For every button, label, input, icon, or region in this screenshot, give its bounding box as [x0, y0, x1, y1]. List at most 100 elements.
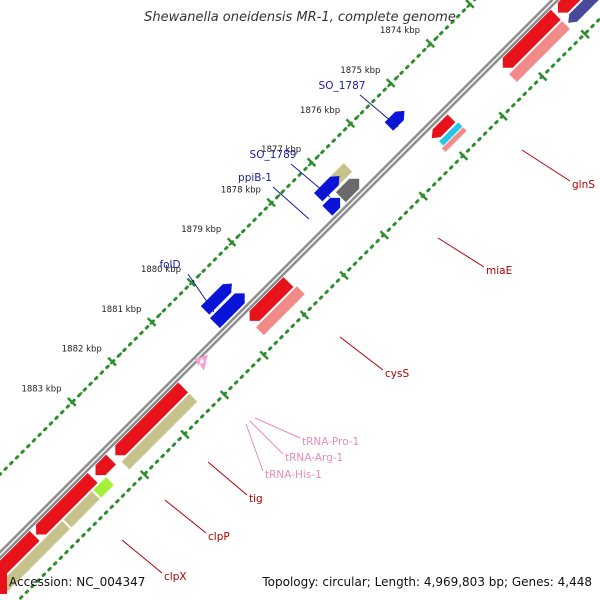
minor-tick [347, 124, 351, 128]
tick-mark [465, 0, 475, 9]
accession-text: Accession: NC_004347 [9, 575, 146, 589]
minor-tick [89, 381, 93, 385]
tick-mark [266, 197, 276, 208]
upstream-gene-bar [568, 0, 599, 23]
gene-label-fold: folD [159, 259, 180, 271]
minor-tick [149, 322, 153, 326]
tick-mark [418, 191, 428, 201]
minor-tick [119, 352, 123, 355]
tick-mark [139, 469, 150, 480]
tick-mark [180, 429, 190, 440]
legend-swatch [0, 572, 7, 594]
fold-second-arrow [200, 283, 232, 315]
gene-label-ppib-1: ppiB-1 [238, 172, 272, 184]
ppib-cds-arrow [322, 197, 341, 216]
tick-marks [50, 0, 590, 480]
minor-tick [228, 243, 232, 246]
tick-label: 1875 kbp [340, 66, 380, 76]
map-title: Shewanella oneidensis MR-1, complete gen… [144, 10, 456, 25]
minor-tick [159, 312, 162, 316]
minor-tick [178, 292, 182, 296]
minor-tick [208, 262, 212, 266]
minor-tick [366, 104, 370, 108]
minor-tick [188, 282, 192, 286]
minor-tick [60, 411, 63, 415]
leader-line [437, 237, 485, 268]
minor-tick [198, 272, 202, 276]
minor-tick [426, 45, 430, 49]
leader-line [521, 149, 571, 182]
tick-label: 1882 kbp [62, 344, 102, 354]
tick-label: 1874 kbp [380, 26, 420, 36]
tick-mark [219, 390, 230, 400]
minor-tick [99, 371, 103, 375]
gene-label-clpp: clpP [208, 531, 230, 543]
clpp-cds-arrow [95, 454, 116, 476]
minor-tick [416, 55, 420, 58]
tick-mark [345, 118, 356, 129]
leader-line [164, 499, 207, 534]
tick-mark [339, 270, 349, 281]
minor-tick [109, 361, 113, 365]
minor-tick [456, 15, 459, 19]
minor-tick [386, 84, 390, 88]
downstream-cds-arrow [0, 531, 40, 577]
leader-line [290, 163, 331, 198]
tick-mark [498, 111, 508, 122]
tick-mark [537, 71, 548, 82]
gene-label-trna-his-1: tRNA-His-1 [265, 469, 322, 481]
leader-line [359, 94, 399, 128]
minor-tick [446, 25, 450, 29]
minor-tick [218, 253, 222, 256]
gene-label-trna-pro-1: tRNA-Pro-1 [302, 436, 359, 448]
leader-line [207, 461, 248, 496]
trna-chevron [199, 361, 207, 371]
tick-mark [379, 230, 390, 240]
minor-tick [317, 154, 321, 157]
tick-mark [580, 29, 590, 39]
tick-mark [146, 317, 157, 327]
miae-gene-bar [441, 127, 467, 152]
tig-cds-arrow [115, 382, 189, 456]
gene-label-trna-arg-1: tRNA-Arg-1 [285, 452, 343, 464]
leader-line [121, 539, 163, 574]
tick-label: 1881 kbp [101, 305, 141, 315]
gene-label-glns: glnS [572, 179, 595, 191]
tick-mark [299, 310, 310, 320]
tick-mark [107, 356, 117, 367]
clpp-lime-bar [93, 477, 114, 498]
tick-label: 1879 kbp [181, 225, 221, 235]
minor-tick [406, 64, 410, 68]
minor-tick [267, 203, 271, 207]
minor-tick [465, 5, 469, 9]
minor-tick [297, 173, 301, 177]
clpx-cds-arrow [36, 473, 98, 535]
minor-tick [357, 114, 360, 118]
trna-chevron [194, 357, 202, 366]
leader-line [254, 417, 301, 439]
tick-mark [259, 350, 269, 361]
leader-line [272, 186, 310, 220]
cyss-cds-arrow [249, 277, 294, 321]
minor-tick [50, 421, 54, 425]
leader-line [245, 423, 264, 472]
minor-tick [139, 332, 143, 336]
tick-label: 1883 kbp [21, 385, 61, 395]
tick-mark [186, 277, 197, 288]
fold-cds-arrow [210, 293, 245, 328]
so1789-cds-arrow [335, 178, 360, 203]
tig-gene-bar [121, 393, 198, 470]
tick-label: 1878 kbp [221, 185, 261, 195]
miae-rna-bar [439, 122, 463, 146]
minor-tick [70, 401, 73, 405]
leader-line [339, 336, 384, 371]
so1787-cds-arrow [384, 110, 405, 131]
tick-mark [306, 157, 317, 167]
footer-bar: Accession: NC_004347 Topology: circular;… [0, 572, 600, 594]
minor-tick [327, 144, 331, 147]
tick-mark [458, 151, 469, 161]
